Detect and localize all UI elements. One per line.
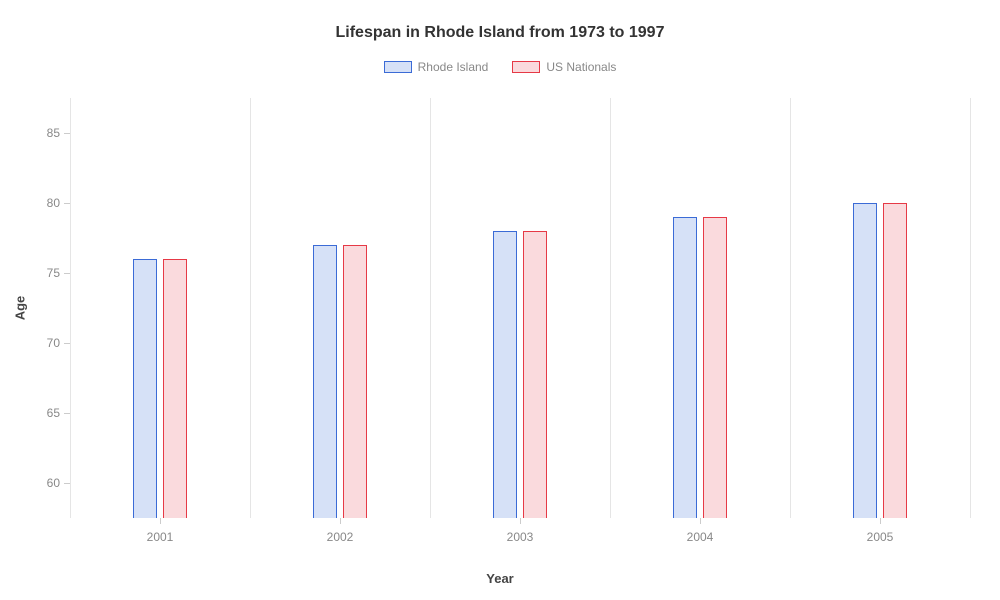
bar (133, 259, 157, 518)
gridline (250, 98, 251, 518)
y-tick-label: 80 (47, 196, 60, 210)
bar (523, 231, 547, 518)
x-tick-label: 2004 (687, 530, 714, 544)
x-tick-mark (520, 518, 521, 524)
bar (493, 231, 517, 518)
x-axis-label: Year (486, 571, 513, 586)
y-tick-mark (64, 413, 70, 414)
bar (673, 217, 697, 518)
bar (853, 203, 877, 518)
bar (343, 245, 367, 518)
y-tick-mark (64, 203, 70, 204)
bar (313, 245, 337, 518)
y-tick-label: 65 (47, 406, 60, 420)
gridline (790, 98, 791, 518)
legend-item: Rhode Island (384, 60, 489, 74)
x-tick-mark (700, 518, 701, 524)
chart-title: Lifespan in Rhode Island from 1973 to 19… (0, 0, 1000, 42)
x-tick-mark (160, 518, 161, 524)
y-tick-mark (64, 133, 70, 134)
plot-area: 60657075808520012002200320042005 (70, 98, 970, 518)
legend-swatch (512, 61, 540, 73)
bar (163, 259, 187, 518)
x-tick-mark (340, 518, 341, 524)
y-axis-label: Age (13, 296, 28, 321)
y-tick-label: 85 (47, 126, 60, 140)
y-tick-mark (64, 343, 70, 344)
gridline (430, 98, 431, 518)
x-tick-label: 2005 (867, 530, 894, 544)
y-tick-mark (64, 273, 70, 274)
y-tick-mark (64, 483, 70, 484)
legend-label: US Nationals (546, 60, 616, 74)
y-tick-label: 75 (47, 266, 60, 280)
legend-label: Rhode Island (418, 60, 489, 74)
bar (883, 203, 907, 518)
x-tick-label: 2003 (507, 530, 534, 544)
bar (703, 217, 727, 518)
gridline (610, 98, 611, 518)
x-tick-label: 2001 (147, 530, 174, 544)
legend-swatch (384, 61, 412, 73)
x-tick-mark (880, 518, 881, 524)
legend-item: US Nationals (512, 60, 616, 74)
y-tick-label: 70 (47, 336, 60, 350)
y-tick-label: 60 (47, 476, 60, 490)
legend: Rhode Island US Nationals (0, 60, 1000, 74)
gridline (70, 98, 71, 518)
gridline (970, 98, 971, 518)
x-tick-label: 2002 (327, 530, 354, 544)
